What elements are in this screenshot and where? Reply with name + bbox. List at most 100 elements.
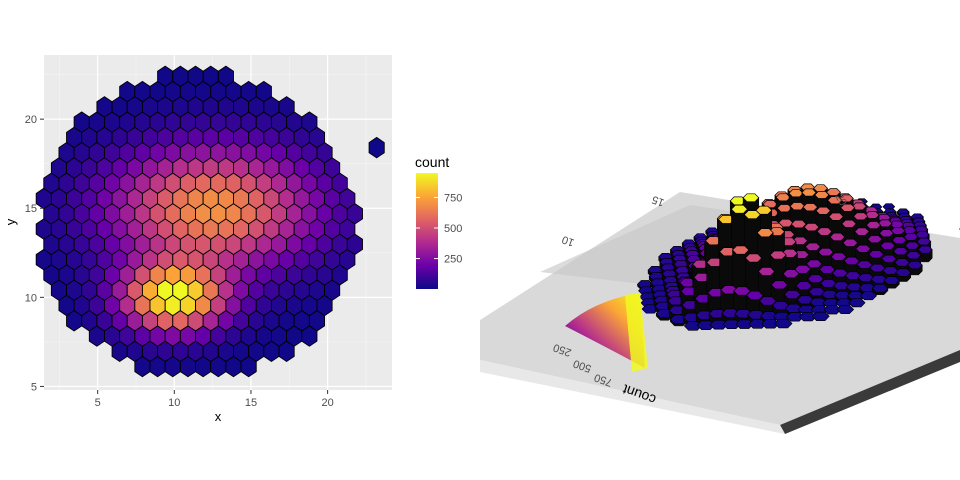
hex-column-top [803,223,820,232]
3d-base-front [480,360,785,434]
x-tick-label: 20 [321,397,333,409]
hex-column-top [641,304,659,314]
hex-cell [202,65,219,88]
3d-axis-label-15: 15 [650,193,666,208]
hex-column-top [775,193,791,202]
axes: 5 10 15 20 5 10 15 20 [25,114,334,409]
hex-column-top [709,319,728,330]
hex-cell [301,111,318,133]
hex-column-top [801,188,817,197]
hex-column-top [694,294,712,304]
hex-column-top [743,210,761,220]
hex-column-top [722,319,741,330]
hex-column-top [707,288,725,298]
x-tick-label: 10 [168,397,180,409]
hex-column-top [796,295,814,305]
hex-column-top [789,202,806,211]
hex-column-top [693,272,711,282]
hex-column-top [692,259,710,269]
3d-axis-label-10: 10 [560,233,576,248]
hex-column-top [746,290,764,300]
3d-legend-surface [565,293,645,368]
hex-column-top [892,247,909,256]
3d-axis-label-20: 20 [832,192,849,209]
hex-column-top [680,286,698,296]
hex-column-top [771,301,790,311]
hex-cell [119,80,136,103]
hex-column-top [857,273,875,282]
hex-column-top [808,287,826,297]
hex-column-top [733,286,751,296]
hex-column-top [883,276,900,285]
hex-column-top [818,265,836,274]
hex-column-top [774,318,793,329]
hex-column-top [905,251,922,260]
hex-column-top [853,212,869,221]
hex-column-top [829,232,846,242]
y-tick-label: 10 [25,292,37,304]
hex-column-top [878,229,894,238]
y-tick-label: 5 [31,381,37,393]
hex-column-top [667,296,685,306]
hex-column-top [830,252,847,261]
hex-column-top [748,319,767,329]
x-axis-title: x [215,409,222,424]
hex-column-top [833,281,850,291]
hex-column-top [757,267,776,276]
hex-column-top [842,238,859,247]
hex-column-top [755,205,773,215]
3d-legend-tick-750: 750 [593,371,614,389]
x-tick-label: 15 [245,397,257,409]
hex-cell [368,136,385,159]
legend-tick-label: 500 [444,223,462,235]
hex-column-top [683,321,703,331]
hex-column-top [869,263,886,273]
hex-column-top [868,250,884,259]
hex-column-top [860,291,877,301]
hex-cell [255,80,272,103]
y-tick-label: 20 [25,114,37,126]
hex-column-top [907,260,923,270]
hex-column-top [844,271,862,280]
legend-ticks: 250 500 750 [416,192,462,266]
hex-column-top [882,266,899,275]
hex-column-top [795,281,813,291]
hex-column-top [867,235,883,244]
hex-column-top [917,245,933,254]
hex-column-top [798,312,817,322]
hex-column-top [719,247,737,257]
hex-column-top [894,258,910,267]
hex-column-top [813,184,828,193]
hex-column-top [841,219,857,228]
hex-column-top [742,193,760,203]
hex-column-top [790,219,807,229]
hex-column-top [735,319,754,329]
hex-column-top [814,191,830,199]
hex-column-top [855,244,872,253]
hex-column-top [865,221,882,230]
3d-legend-tick-250: 250 [552,341,573,359]
hex-column-top [811,311,830,321]
legend-title: count [415,154,449,170]
legend-tick-label: 250 [444,254,462,266]
hex-column-top [881,254,897,263]
hex-cell [278,96,295,118]
hex-column-top [806,259,823,269]
hex-column-top [848,298,866,308]
hex-column-top [696,320,715,330]
hex-column-top [770,280,789,290]
hex-column-top [823,305,842,315]
hex-column-top [904,241,920,250]
hex-column-top [856,260,873,269]
hex-column-top [827,196,843,205]
legend: count 250 500 750 [415,154,462,289]
hex-column-top [828,212,844,221]
hex-column-top [769,250,787,260]
hex-column-top [732,245,750,255]
hex-column-top [668,305,687,315]
hex-column-top [843,256,860,266]
hex-cell [96,96,113,118]
hex-column-top [802,203,818,212]
hex-column-top [916,237,932,246]
legend-colorbar [416,173,438,289]
